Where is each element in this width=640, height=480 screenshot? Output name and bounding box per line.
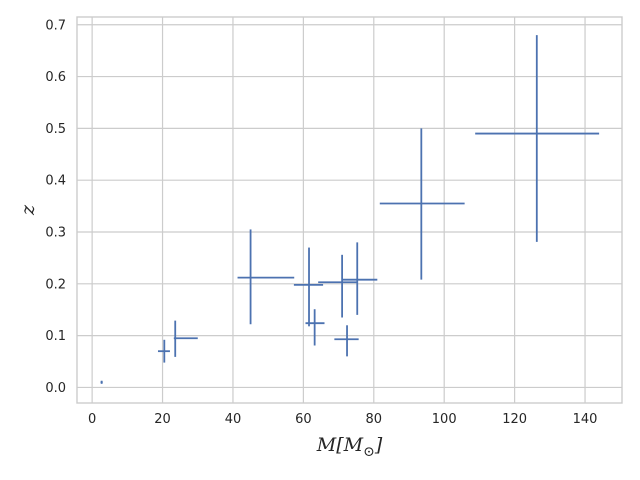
- y-tick-label: 0.7: [45, 18, 66, 33]
- data-point: [237, 229, 295, 325]
- x-tick-label: 100: [432, 412, 457, 427]
- x-axis-label: M[M⊙]: [316, 434, 383, 460]
- data-point: [157, 339, 170, 363]
- x-tick-label: 60: [295, 412, 312, 427]
- x-tick-label: 80: [366, 412, 383, 427]
- y-axis-label: z: [17, 204, 39, 216]
- x-tick-label: 40: [225, 412, 242, 427]
- data-point: [173, 320, 198, 357]
- data-point: [342, 242, 378, 315]
- data-point: [379, 128, 465, 280]
- y-tick-label: 0.5: [45, 122, 66, 137]
- x-axis-label-close: ]: [374, 434, 383, 456]
- x-axis-label-sub: ⊙: [363, 444, 375, 460]
- data-point: [318, 254, 358, 318]
- data-point: [293, 247, 324, 327]
- x-tick-labels: 0 20 40 60 80 100 120 140: [88, 412, 597, 427]
- x-tick-label: 140: [573, 412, 598, 427]
- y-tick-label: 0.2: [45, 277, 66, 292]
- grid: [77, 17, 622, 403]
- data-point: [305, 309, 325, 346]
- x-tick-label: 0: [88, 412, 96, 427]
- data-point: [100, 380, 103, 384]
- data-point: [334, 325, 359, 357]
- y-tick-label: 0.0: [45, 381, 66, 396]
- x-axis-label-main: M[M: [316, 434, 364, 456]
- y-tick-label: 0.3: [45, 226, 66, 241]
- y-tick-label: 0.4: [45, 174, 66, 189]
- y-tick-labels: 0.0 0.1 0.2 0.3 0.4 0.5 0.6 0.7: [45, 18, 66, 396]
- errorbars: [100, 35, 600, 384]
- y-tick-label: 0.1: [45, 329, 66, 344]
- y-tick-label: 0.6: [45, 70, 66, 85]
- x-tick-label: 120: [502, 412, 527, 427]
- x-tick-label: 20: [154, 412, 171, 427]
- plot-frame: [76, 16, 623, 404]
- data-point: [475, 35, 600, 242]
